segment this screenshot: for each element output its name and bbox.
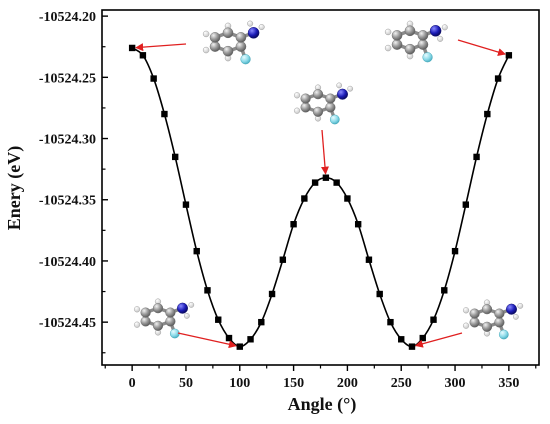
x-tick-label: 250: [391, 376, 412, 391]
data-point: [462, 201, 470, 208]
annotation-arrow: [414, 332, 463, 348]
x-tick-label: 150: [283, 376, 304, 391]
annotation-arrow: [135, 43, 187, 52]
molecule-insets: [133, 20, 524, 340]
data-point: [236, 343, 243, 350]
data-point: [473, 153, 480, 161]
annotation-arrow: [321, 129, 329, 175]
data-point: [128, 44, 136, 52]
x-tick-label: 200: [337, 376, 358, 391]
data-point: [387, 318, 394, 326]
data-point: [365, 256, 373, 263]
data-point: [171, 153, 179, 161]
data-point: [279, 256, 287, 263]
x-tick-label: 50: [179, 376, 193, 391]
data-point: [150, 75, 157, 82]
y-axis-title: Enery (eV): [4, 146, 25, 230]
x-tick-label: 0: [129, 376, 136, 391]
x-axis-title: Angle (°): [288, 394, 357, 415]
data-point: [247, 336, 254, 343]
data-point: [193, 247, 200, 255]
data-point: [290, 221, 297, 228]
data-point: [268, 290, 276, 298]
data-point: [441, 287, 448, 294]
annotation-arrow: [457, 39, 506, 56]
data-point: [204, 287, 211, 294]
data-point: [344, 195, 351, 202]
data-point: [451, 247, 459, 255]
y-tick-label: -10524.20: [39, 10, 96, 25]
data-point: [311, 179, 319, 186]
molecule-inset: [133, 298, 195, 339]
y-axis: -10524.20 -10524.25 -10524.30 -10524.35 -105…: [39, 10, 108, 354]
data-point: [215, 316, 222, 323]
data-point: [430, 316, 437, 323]
y-tick-label: -10524.45: [39, 316, 96, 331]
x-tick-label: 300: [445, 376, 466, 391]
data-point: [225, 334, 233, 342]
data-point: [505, 52, 513, 59]
annotation-arrows: [135, 39, 506, 349]
data-point: [161, 110, 168, 118]
data-point: [484, 110, 491, 118]
x-axis: 0 50 100 150 200 250 300 350: [104, 365, 537, 391]
data-point: [333, 179, 340, 186]
y-tick-label: -10524.40: [39, 255, 96, 270]
data-point: [258, 318, 265, 326]
data-point: [139, 52, 147, 59]
molecule-inset: [384, 20, 448, 63]
molecule-inset: [202, 20, 265, 65]
y-tick-label: -10524.30: [39, 133, 96, 148]
data-point: [322, 174, 330, 181]
annotation-arrow: [177, 332, 237, 349]
series-markers: [128, 44, 513, 350]
y-tick-label: -10524.25: [39, 71, 96, 86]
data-point: [354, 221, 362, 228]
y-tick-label: -10524.35: [39, 194, 96, 209]
data-point: [182, 201, 190, 208]
x-tick-label: 350: [498, 376, 519, 391]
data-point: [376, 290, 383, 298]
x-tick-label: 100: [229, 376, 250, 391]
data-point: [494, 75, 502, 82]
data-point: [398, 336, 405, 343]
data-point: [301, 195, 308, 202]
molecule-inset: [462, 299, 524, 340]
molecule-inset: [293, 82, 354, 125]
data-point: [408, 343, 416, 350]
data-point: [419, 334, 426, 342]
